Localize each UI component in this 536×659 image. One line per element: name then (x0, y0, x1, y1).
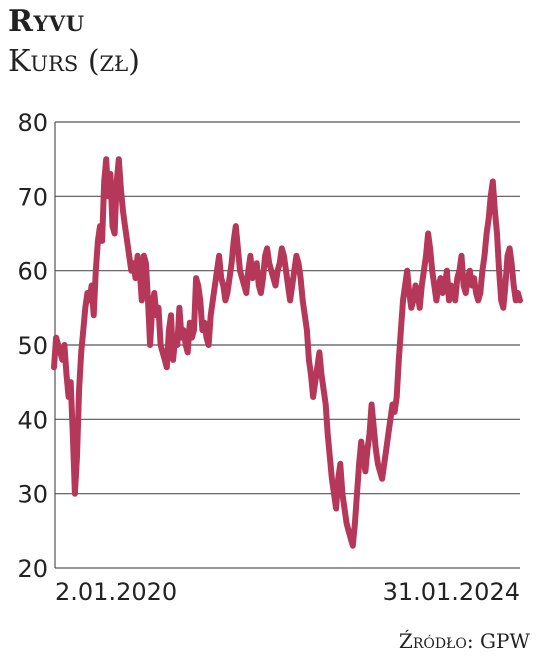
x-label-start: 2.01.2020 (55, 578, 177, 606)
chart-title: Ryvu (8, 4, 85, 39)
x-axis-labels: 2.01.2020 31.01.2024 (55, 578, 520, 606)
chart-subtitle: Kurs (zł) (8, 44, 140, 79)
series-group (51, 156, 523, 549)
x-label-end: 31.01.2024 (383, 578, 520, 606)
y-tick-label: 30 (17, 481, 48, 509)
y-tick-label: 20 (17, 555, 48, 583)
y-tick-label: 40 (17, 406, 48, 434)
source-note: Źródło: GPW (398, 629, 530, 653)
y-tick-label: 70 (17, 183, 48, 211)
y-axis-labels: 20 30 40 50 60 70 80 (17, 109, 48, 583)
grid-lines (54, 121, 520, 569)
y-tick-label: 50 (17, 332, 48, 360)
y-tick-label: 60 (17, 258, 48, 286)
y-tick-label: 80 (17, 109, 48, 137)
price-line (51, 156, 523, 549)
